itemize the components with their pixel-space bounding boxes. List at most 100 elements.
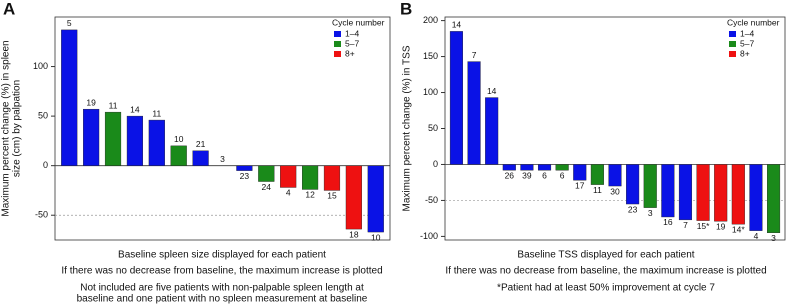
bar (61, 29, 78, 166)
bar (714, 164, 728, 222)
bar-label: 23 (240, 171, 250, 181)
y-tick-label: 0 (433, 159, 438, 169)
bar (502, 164, 516, 171)
bar-label: 30 (610, 186, 620, 196)
note: Baseline TSS displayed for each patient (517, 250, 694, 261)
legend-label: 1–4 (740, 28, 754, 38)
bar-label: 3 (220, 154, 225, 164)
bar-label: 5 (67, 18, 72, 28)
bar (573, 164, 587, 181)
bar (678, 164, 693, 221)
bar-label: 10 (174, 134, 184, 144)
bar-label: 4 (286, 188, 291, 198)
bar (280, 165, 297, 188)
legend-title: Cycle number (332, 17, 385, 27)
legend-swatch (334, 41, 341, 47)
bar (345, 165, 362, 230)
bar-label: 11 (593, 185, 602, 195)
legend-swatch (729, 31, 736, 37)
bar (83, 108, 100, 166)
y-axis-label: Maximum percent change (%) in spleen (1, 40, 12, 216)
bar (767, 164, 781, 234)
bar (590, 164, 604, 185)
bar-label: 14 (130, 104, 140, 114)
y-tick-label: 0 (43, 160, 48, 170)
bar-label: 11 (109, 100, 118, 110)
legend-swatch (334, 51, 341, 57)
bar (626, 164, 640, 205)
legend-swatch (729, 51, 736, 57)
bar (661, 164, 675, 218)
y-tick-label: 150 (423, 51, 438, 61)
note: Baseline spleen size displayed for each … (118, 250, 326, 261)
legend-label: 5–7 (345, 38, 359, 48)
note: Not included are five patients with non-… (80, 283, 364, 294)
y-tick-label: 100 (33, 61, 48, 71)
bar (749, 164, 763, 231)
bar-label: 24 (262, 182, 272, 192)
bar-label: 7 (683, 220, 688, 230)
bar-label: 17 (575, 181, 585, 191)
bar-label: 10 (371, 232, 381, 242)
bar-label: 39 (522, 170, 532, 180)
bar-label: 6 (542, 170, 547, 180)
bar-label: 26 (505, 170, 515, 180)
bar (104, 111, 122, 166)
bar (367, 165, 384, 233)
bar (608, 164, 622, 187)
bar (192, 150, 209, 166)
note: *Patient had at least 50% improvement at… (497, 283, 715, 294)
bar (126, 115, 144, 166)
bar-label: 14 (452, 20, 462, 30)
bar (258, 165, 275, 182)
bar (696, 164, 710, 221)
legend-label: 8+ (345, 48, 355, 58)
bar (449, 31, 463, 165)
bar (148, 119, 165, 166)
bar (323, 165, 341, 191)
bar-label: 15* (697, 221, 710, 231)
legend-swatch (334, 31, 341, 37)
y-tick-label: 50 (428, 123, 438, 133)
bar-label: 6 (560, 170, 565, 180)
bar (485, 97, 499, 165)
legend-label: 8+ (740, 48, 750, 58)
legend-label: 1–4 (345, 28, 359, 38)
bar (555, 164, 569, 171)
bar (520, 164, 534, 171)
bar-label: 21 (196, 139, 206, 149)
y-tick-label: -50 (425, 195, 438, 205)
bar-label: 4 (754, 231, 759, 241)
legend-label: 5–7 (740, 38, 754, 48)
y-tick-label: -50 (35, 210, 48, 220)
bar (731, 164, 745, 225)
bar-label: 14* (732, 224, 745, 234)
legend-swatch (729, 41, 736, 47)
bar (643, 164, 657, 208)
y-tick-label: 200 (423, 15, 438, 25)
bar-label: 12 (305, 190, 315, 200)
y-axis-label: Maximum percent change (%) in TSS (402, 45, 413, 211)
y-tick-label: 50 (38, 110, 48, 120)
note: If there was no decrease from baseline, … (61, 266, 382, 277)
bar-label: 14 (487, 86, 497, 96)
bar-label: 15 (327, 191, 337, 201)
bar (236, 165, 253, 171)
bar-label: 19 (86, 97, 96, 107)
bar (301, 165, 319, 190)
bar-label: 18 (349, 229, 359, 239)
bar-label: 19 (716, 222, 726, 232)
panel-label: B (400, 0, 412, 18)
bar-label: 7 (472, 50, 477, 60)
bar-label: 16 (663, 217, 673, 227)
y-tick-label: 100 (423, 87, 438, 97)
y-axis-label: size (cm) by palpation (12, 80, 23, 177)
panel-label: A (3, 0, 15, 18)
bar-label: 23 (628, 204, 638, 214)
note: If there was no decrease from baseline, … (445, 266, 766, 277)
bar (537, 164, 552, 171)
note: baseline and one patient with no spleen … (77, 294, 368, 304)
bar-label: 3 (771, 233, 776, 243)
bar (170, 145, 187, 166)
y-tick-label: -100 (420, 231, 438, 241)
